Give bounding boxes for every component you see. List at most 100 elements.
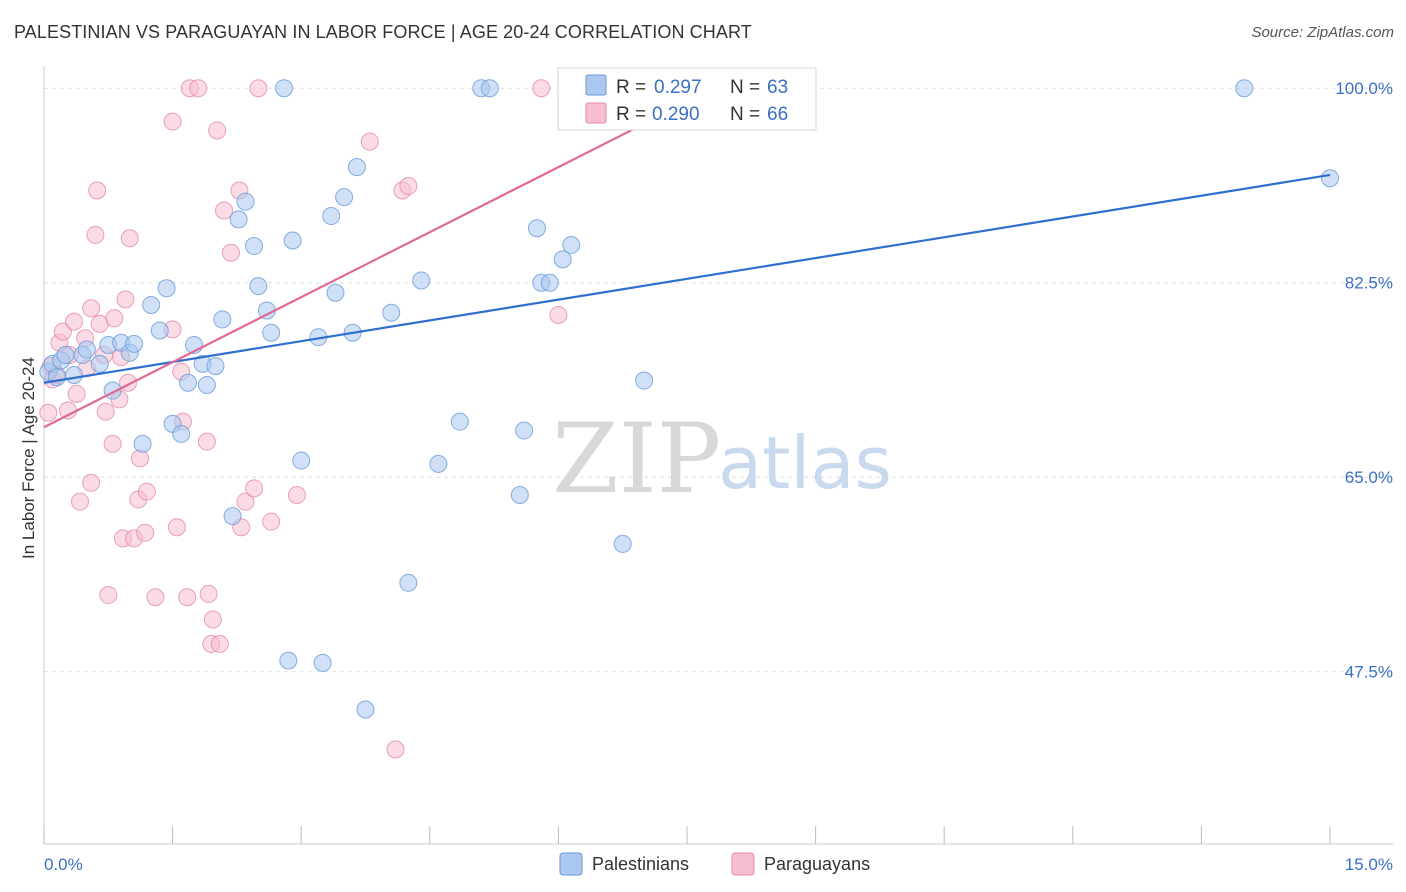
paraguayans-point xyxy=(82,299,101,318)
palestinians-point xyxy=(65,365,84,384)
paraguayans-point xyxy=(245,479,264,498)
palestinians-point xyxy=(197,375,216,394)
paraguayans-point xyxy=(82,473,101,492)
y-axis-label: In Labor Force | Age 20-24 xyxy=(19,357,38,559)
paraguayans-point xyxy=(67,384,86,403)
palestinians-point xyxy=(450,412,469,431)
paraguayans-point xyxy=(203,610,222,629)
palestinians-point xyxy=(172,424,191,443)
palestinians-point xyxy=(1321,169,1339,188)
palestinians-point xyxy=(77,340,96,359)
paraguayans-point xyxy=(96,402,115,421)
palestinians-point xyxy=(262,323,281,342)
source-label: Source: ZipAtlas.com xyxy=(1251,24,1394,41)
y-tick-label: 65.0% xyxy=(1345,468,1393,487)
palestinians-point xyxy=(399,573,418,592)
grid-lines xyxy=(44,87,1393,673)
watermark-zip: ZIP xyxy=(552,403,721,515)
paraguayans-point xyxy=(39,403,58,422)
x-tick-label-min: 0.0% xyxy=(44,855,83,874)
paraguayans-point xyxy=(86,225,105,244)
paraguayans-point xyxy=(59,401,78,420)
palestinians-point xyxy=(326,283,345,302)
paraguayans-point xyxy=(71,492,90,511)
legend-n-label: N = xyxy=(730,77,760,98)
y-tick-label: 47.5% xyxy=(1345,663,1393,682)
palestinians-point xyxy=(223,507,242,526)
palestinians-point xyxy=(229,210,248,229)
palestinians-point xyxy=(283,231,302,250)
paraguayans-point xyxy=(287,486,306,505)
paraguayans-point xyxy=(532,79,551,98)
palestinians-point xyxy=(429,454,448,473)
stats-legend: R = 0.297 N = 63 R = 0.290 N = 66 xyxy=(557,67,817,131)
paraguayans-point xyxy=(221,243,240,262)
legend-r-value: 0.290 xyxy=(652,104,700,125)
palestinians-point xyxy=(90,354,109,373)
palestinians-trend-line xyxy=(43,173,1331,384)
y-tick-labels: 47.5% 65.0% 82.5% 100.0% xyxy=(1335,79,1393,682)
paraguayans-point xyxy=(65,312,84,331)
paraguayans-point xyxy=(189,79,208,98)
watermark-atlas: atlas xyxy=(718,421,892,505)
paraguayans-trend-line xyxy=(43,79,731,429)
palestinians-point xyxy=(133,434,152,453)
palestinians-point xyxy=(540,273,559,292)
palestinians-point xyxy=(382,303,401,322)
axes xyxy=(43,66,1393,845)
palestinians-point xyxy=(322,207,341,226)
paraguayans-point xyxy=(167,518,186,537)
paraguayans-point xyxy=(215,201,234,220)
palestinians-point xyxy=(480,79,499,98)
palestinians-point xyxy=(142,295,161,314)
paraguayans-point xyxy=(399,177,418,196)
paraguayans-point xyxy=(236,492,255,511)
palestinians-point xyxy=(412,271,431,290)
legend-n-value: 66 xyxy=(767,104,788,125)
palestinians-point xyxy=(335,188,354,207)
paraguayans-point xyxy=(136,523,155,542)
palestinians-point xyxy=(245,237,264,256)
palestinians-point xyxy=(157,279,176,298)
palestinians-point xyxy=(292,451,311,470)
paraguayans-point xyxy=(105,309,124,328)
bottom-legend-paraguayans: Paraguayans xyxy=(764,854,870,874)
paraguayans-point xyxy=(549,305,568,324)
palestinians-point xyxy=(347,158,366,177)
paraguayans-point xyxy=(249,79,268,98)
y-tick-label: 82.5% xyxy=(1345,274,1393,293)
y-tick-label: 100.0% xyxy=(1335,79,1393,98)
palestinians-point xyxy=(356,700,375,719)
palestinians-point xyxy=(510,486,529,505)
palestinians-point xyxy=(150,321,169,340)
paraguayans-point xyxy=(88,181,107,200)
paraguayans-point xyxy=(116,290,135,309)
paraguayans-point xyxy=(360,132,379,151)
watermark: ZIP atlas xyxy=(552,403,892,515)
paraguayans-point xyxy=(99,586,118,605)
legend-n-value: 63 xyxy=(767,77,788,98)
paraguayans-point xyxy=(163,112,182,131)
palestinians-point xyxy=(206,357,225,376)
bottom-legend-swatch-pink xyxy=(731,852,755,876)
palestinians-point xyxy=(213,310,232,329)
palestinians-point xyxy=(635,371,654,390)
palestinians-point xyxy=(47,368,66,387)
palestinians-point xyxy=(275,79,294,98)
palestinians-point xyxy=(236,192,255,211)
palestinians-point xyxy=(562,235,581,254)
paraguayans-point xyxy=(197,432,216,451)
palestinians-point xyxy=(56,345,75,364)
palestinians-point xyxy=(125,334,144,353)
paraguayans-point xyxy=(210,634,229,653)
chart-title: PALESTINIAN VS PARAGUAYAN IN LABOR FORCE… xyxy=(14,22,752,42)
legend-r-label: R = xyxy=(616,104,646,125)
paraguayans-point xyxy=(120,229,139,248)
bottom-legend-palestinians: Palestinians xyxy=(592,854,689,874)
legend-n-label: N = xyxy=(730,104,760,125)
paraguayans-point xyxy=(103,434,122,453)
palestinians-points xyxy=(39,79,1339,719)
paraguayans-point xyxy=(137,482,156,501)
paraguayans-point xyxy=(208,121,227,140)
